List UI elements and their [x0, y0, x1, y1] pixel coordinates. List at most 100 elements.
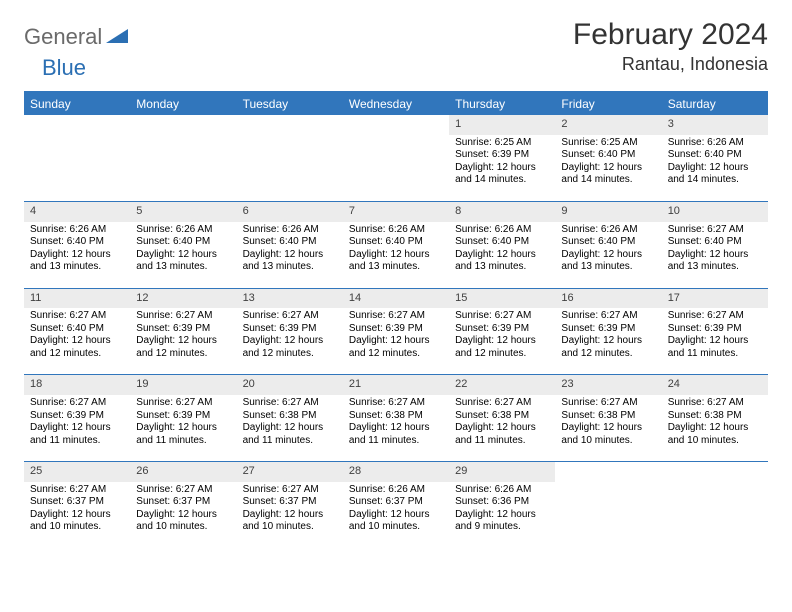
sunset-text: Sunset: 6:39 PM: [30, 410, 124, 423]
daylight-text-2: and 14 minutes.: [561, 174, 655, 187]
sunrise-text: Sunrise: 6:26 AM: [136, 224, 230, 237]
daylight-text-1: Daylight: 12 hours: [30, 249, 124, 262]
daylight-text-2: and 10 minutes.: [30, 521, 124, 534]
daylight-text-2: and 13 minutes.: [136, 261, 230, 274]
daylight-text-1: Daylight: 12 hours: [30, 509, 124, 522]
sunset-text: Sunset: 6:39 PM: [136, 323, 230, 336]
day-content-cell: Sunrise: 6:27 AMSunset: 6:39 PMDaylight:…: [343, 308, 449, 375]
day-content-cell: [343, 135, 449, 202]
day-content-cell: Sunrise: 6:26 AMSunset: 6:37 PMDaylight:…: [343, 482, 449, 548]
day-content-cell: Sunrise: 6:27 AMSunset: 6:39 PMDaylight:…: [130, 308, 236, 375]
daylight-text-2: and 12 minutes.: [136, 348, 230, 361]
day-content-cell: [555, 482, 661, 548]
dayhead-fri: Friday: [555, 93, 661, 115]
daylight-text-1: Daylight: 12 hours: [455, 509, 549, 522]
day-content-cell: Sunrise: 6:27 AMSunset: 6:39 PMDaylight:…: [130, 395, 236, 462]
sunrise-text: Sunrise: 6:27 AM: [349, 397, 443, 410]
daynum-row: 11121314151617: [24, 289, 768, 309]
day-content-cell: Sunrise: 6:27 AMSunset: 6:37 PMDaylight:…: [237, 482, 343, 548]
daylight-text-2: and 10 minutes.: [349, 521, 443, 534]
sunrise-text: Sunrise: 6:26 AM: [349, 224, 443, 237]
day-number-cell: 6: [237, 202, 343, 222]
day-number-cell: 18: [24, 375, 130, 395]
brand-triangle-icon: [106, 27, 128, 48]
daylight-text-2: and 13 minutes.: [668, 261, 762, 274]
day-number-cell: 10: [662, 202, 768, 222]
dayhead-mon: Monday: [130, 93, 236, 115]
sunrise-text: Sunrise: 6:27 AM: [561, 310, 655, 323]
day-number-cell: 17: [662, 289, 768, 309]
day-content-cell: Sunrise: 6:27 AMSunset: 6:39 PMDaylight:…: [662, 308, 768, 375]
sunrise-text: Sunrise: 6:27 AM: [30, 310, 124, 323]
day-content-cell: Sunrise: 6:25 AMSunset: 6:40 PMDaylight:…: [555, 135, 661, 202]
day-number-cell: 27: [237, 462, 343, 482]
day-number-cell: 2: [555, 115, 661, 135]
sunset-text: Sunset: 6:38 PM: [668, 410, 762, 423]
sunrise-text: Sunrise: 6:27 AM: [30, 484, 124, 497]
day-content-cell: Sunrise: 6:27 AMSunset: 6:40 PMDaylight:…: [24, 308, 130, 375]
sunset-text: Sunset: 6:39 PM: [136, 410, 230, 423]
day-number-cell: 1: [449, 115, 555, 135]
sunrise-text: Sunrise: 6:27 AM: [668, 224, 762, 237]
day-number-cell: 12: [130, 289, 236, 309]
daylight-text-2: and 9 minutes.: [455, 521, 549, 534]
day-content-cell: Sunrise: 6:26 AMSunset: 6:40 PMDaylight:…: [24, 222, 130, 289]
day-content-cell: Sunrise: 6:26 AMSunset: 6:40 PMDaylight:…: [343, 222, 449, 289]
daynum-row: 2526272829: [24, 462, 768, 482]
sunrise-text: Sunrise: 6:27 AM: [243, 484, 337, 497]
daylight-text-2: and 11 minutes.: [349, 435, 443, 448]
day-content-cell: Sunrise: 6:25 AMSunset: 6:39 PMDaylight:…: [449, 135, 555, 202]
day-content-cell: Sunrise: 6:26 AMSunset: 6:40 PMDaylight:…: [130, 222, 236, 289]
day-content-cell: Sunrise: 6:27 AMSunset: 6:38 PMDaylight:…: [555, 395, 661, 462]
daylight-text-1: Daylight: 12 hours: [561, 162, 655, 175]
sunrise-text: Sunrise: 6:27 AM: [30, 397, 124, 410]
sunrise-text: Sunrise: 6:27 AM: [136, 484, 230, 497]
day-content-cell: Sunrise: 6:27 AMSunset: 6:40 PMDaylight:…: [662, 222, 768, 289]
sunset-text: Sunset: 6:40 PM: [136, 236, 230, 249]
sunset-text: Sunset: 6:39 PM: [243, 323, 337, 336]
day-content-cell: Sunrise: 6:26 AMSunset: 6:40 PMDaylight:…: [449, 222, 555, 289]
sunset-text: Sunset: 6:39 PM: [561, 323, 655, 336]
day-content-cell: Sunrise: 6:27 AMSunset: 6:38 PMDaylight:…: [237, 395, 343, 462]
daylight-text-2: and 11 minutes.: [136, 435, 230, 448]
sunset-text: Sunset: 6:39 PM: [349, 323, 443, 336]
sunset-text: Sunset: 6:40 PM: [455, 236, 549, 249]
daylight-text-1: Daylight: 12 hours: [668, 422, 762, 435]
day-number-cell: [24, 115, 130, 135]
daynum-row: 18192021222324: [24, 375, 768, 395]
sunset-text: Sunset: 6:38 PM: [243, 410, 337, 423]
daylight-text-1: Daylight: 12 hours: [668, 335, 762, 348]
day-number-cell: [343, 115, 449, 135]
sunrise-text: Sunrise: 6:27 AM: [455, 397, 549, 410]
day-number-cell: 8: [449, 202, 555, 222]
sunrise-text: Sunrise: 6:26 AM: [455, 224, 549, 237]
day-number-cell: 24: [662, 375, 768, 395]
daynum-row: 45678910: [24, 202, 768, 222]
day-number-cell: 23: [555, 375, 661, 395]
daylight-text-1: Daylight: 12 hours: [136, 422, 230, 435]
brand-text-general: General: [24, 24, 102, 50]
day-content-cell: [237, 135, 343, 202]
daylight-text-2: and 10 minutes.: [668, 435, 762, 448]
day-number-cell: 21: [343, 375, 449, 395]
sunrise-text: Sunrise: 6:26 AM: [561, 224, 655, 237]
header: General February 2024 Rantau, Indonesia: [24, 18, 768, 75]
day-number-cell: 28: [343, 462, 449, 482]
sunset-text: Sunset: 6:38 PM: [561, 410, 655, 423]
daylight-text-2: and 14 minutes.: [455, 174, 549, 187]
daylight-text-1: Daylight: 12 hours: [136, 335, 230, 348]
sunset-text: Sunset: 6:39 PM: [455, 323, 549, 336]
brand-logo: General: [24, 18, 130, 50]
daylight-text-2: and 10 minutes.: [136, 521, 230, 534]
day-content-cell: Sunrise: 6:27 AMSunset: 6:37 PMDaylight:…: [24, 482, 130, 548]
day-number-cell: 5: [130, 202, 236, 222]
daylight-text-2: and 13 minutes.: [243, 261, 337, 274]
sunset-text: Sunset: 6:40 PM: [668, 236, 762, 249]
sunrise-text: Sunrise: 6:26 AM: [668, 137, 762, 150]
sunrise-text: Sunrise: 6:26 AM: [349, 484, 443, 497]
day-number-cell: 29: [449, 462, 555, 482]
daylight-text-2: and 13 minutes.: [561, 261, 655, 274]
sunset-text: Sunset: 6:38 PM: [349, 410, 443, 423]
location-label: Rantau, Indonesia: [573, 54, 768, 75]
daylight-text-2: and 11 minutes.: [668, 348, 762, 361]
